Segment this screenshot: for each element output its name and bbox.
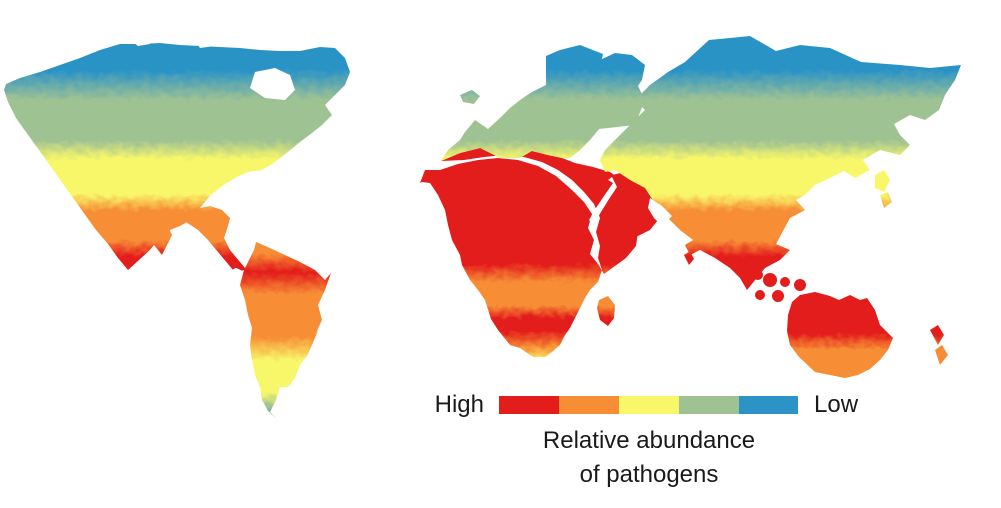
svg-text:High: High — [435, 391, 484, 418]
svg-text:Relative abundance: Relative abundance — [543, 427, 755, 454]
svg-text:of pathogens: of pathogens — [580, 461, 719, 488]
svg-text:Low: Low — [814, 391, 859, 418]
